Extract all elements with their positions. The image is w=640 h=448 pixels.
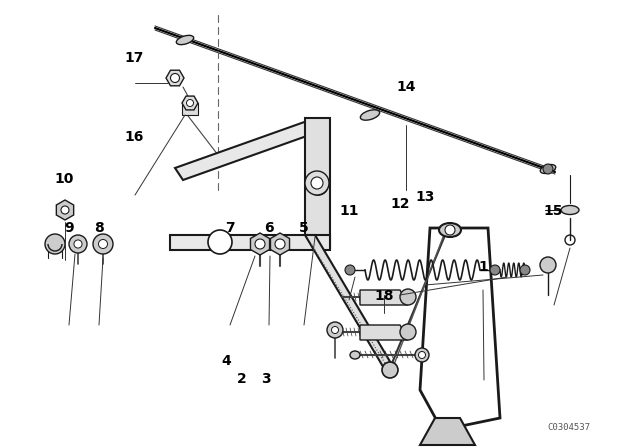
Circle shape <box>170 73 179 82</box>
Text: 12: 12 <box>390 197 410 211</box>
Text: 10: 10 <box>54 172 74 186</box>
Text: 9: 9 <box>64 221 74 236</box>
Circle shape <box>208 230 232 254</box>
Text: 6: 6 <box>264 221 274 236</box>
Circle shape <box>275 239 285 249</box>
Circle shape <box>93 234 113 254</box>
Circle shape <box>415 348 429 362</box>
Polygon shape <box>305 118 330 248</box>
Circle shape <box>400 289 416 305</box>
Ellipse shape <box>540 164 556 173</box>
Text: 3: 3 <box>260 371 271 386</box>
Circle shape <box>520 265 530 275</box>
Circle shape <box>490 265 500 275</box>
Polygon shape <box>250 233 269 255</box>
Circle shape <box>74 240 82 248</box>
Circle shape <box>308 175 328 195</box>
Polygon shape <box>182 103 198 115</box>
Text: 2: 2 <box>237 371 247 386</box>
Ellipse shape <box>439 223 461 237</box>
Text: 1: 1 <box>478 259 488 274</box>
Polygon shape <box>175 120 318 180</box>
Circle shape <box>419 352 426 358</box>
Circle shape <box>61 206 69 214</box>
Text: 8: 8 <box>94 221 104 236</box>
Circle shape <box>382 362 398 378</box>
Circle shape <box>99 240 108 249</box>
Circle shape <box>445 225 455 235</box>
Circle shape <box>305 171 329 195</box>
Text: 4: 4 <box>221 353 231 368</box>
Circle shape <box>311 177 323 189</box>
Polygon shape <box>170 235 330 250</box>
Polygon shape <box>182 96 198 110</box>
Text: 7: 7 <box>225 221 236 236</box>
Text: 5: 5 <box>299 221 309 236</box>
Ellipse shape <box>561 206 579 215</box>
Polygon shape <box>166 70 184 86</box>
Text: 14: 14 <box>397 80 416 95</box>
Circle shape <box>186 99 193 107</box>
Ellipse shape <box>176 35 194 45</box>
Circle shape <box>400 324 416 340</box>
Text: C0304537: C0304537 <box>547 423 590 432</box>
Text: 13: 13 <box>416 190 435 204</box>
Text: 15: 15 <box>544 203 563 218</box>
Circle shape <box>345 265 355 275</box>
Text: 11: 11 <box>339 203 358 218</box>
Circle shape <box>327 322 343 338</box>
Text: 16: 16 <box>125 129 144 144</box>
Polygon shape <box>420 418 475 445</box>
Ellipse shape <box>360 110 380 120</box>
Polygon shape <box>420 228 500 430</box>
Circle shape <box>543 164 553 174</box>
Polygon shape <box>360 325 408 340</box>
Polygon shape <box>305 235 395 370</box>
Text: 18: 18 <box>374 289 394 303</box>
Polygon shape <box>271 233 289 255</box>
Circle shape <box>332 327 339 333</box>
Polygon shape <box>56 200 74 220</box>
Circle shape <box>69 235 87 253</box>
Circle shape <box>45 234 65 254</box>
Text: 17: 17 <box>125 51 144 65</box>
Ellipse shape <box>350 351 360 359</box>
Circle shape <box>540 257 556 273</box>
Polygon shape <box>360 290 408 305</box>
Circle shape <box>255 239 265 249</box>
